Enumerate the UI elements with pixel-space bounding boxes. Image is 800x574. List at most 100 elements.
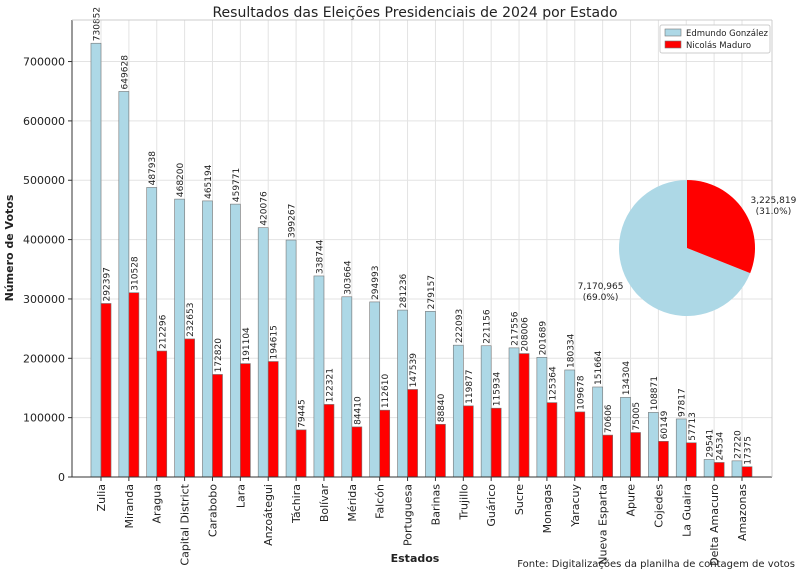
value-label: 201689	[538, 321, 548, 356]
legend-label: Nicolás Maduro	[686, 41, 751, 51]
bar	[480, 345, 492, 478]
value-label: 212296	[158, 314, 168, 349]
pie-label: 7,170,965 (69.0%)	[578, 282, 624, 303]
bar	[536, 356, 548, 478]
bar	[397, 309, 408, 478]
value-label: 281236	[399, 273, 409, 308]
bar	[713, 462, 725, 478]
value-label: 24534	[716, 432, 726, 461]
bar	[351, 426, 363, 478]
value-label: 29541	[706, 429, 716, 458]
bar	[146, 187, 158, 478]
x-tick-label: Monagas	[541, 484, 554, 534]
value-label: 115934	[493, 372, 503, 407]
x-tick-label: Capital District	[179, 483, 192, 565]
legend-swatch	[664, 40, 682, 49]
x-tick-label: Amazonas	[736, 484, 749, 541]
bar	[407, 389, 418, 478]
x-tick-label: Sucre	[513, 484, 526, 515]
x-tick-label: La Guaira	[680, 484, 693, 537]
bar	[435, 423, 446, 478]
value-label: 222093	[455, 309, 465, 343]
bar	[100, 303, 112, 478]
y-tick-label: 100000	[23, 412, 65, 425]
value-label: 125364	[548, 366, 558, 401]
x-axis-label: Estados	[391, 552, 440, 565]
x-tick-label: Guárico	[485, 484, 498, 527]
bar	[685, 442, 697, 478]
bar	[174, 198, 185, 478]
legend-label: Edmundo González	[686, 29, 769, 39]
value-label: 294993	[371, 266, 381, 300]
value-label: 79445	[298, 399, 308, 428]
value-label: 465194	[204, 164, 214, 199]
y-tick-label: 200000	[23, 352, 65, 365]
value-label: 70606	[604, 404, 614, 433]
bar	[731, 460, 743, 478]
pie-slice	[619, 180, 751, 316]
bar	[630, 432, 641, 478]
value-label: 88840	[437, 393, 447, 422]
value-label: 730852	[92, 7, 102, 41]
x-tick-label: Cojedes	[652, 484, 665, 528]
legend-box	[659, 24, 771, 54]
bar	[267, 361, 279, 478]
x-tick-label: Bolívar	[318, 484, 331, 523]
x-tick-label: Delta Amacuro	[708, 484, 721, 566]
bar	[602, 434, 613, 478]
value-label: 217556	[511, 311, 521, 346]
bar	[369, 301, 380, 478]
y-tick-label: 0	[58, 471, 65, 484]
x-tick-label: Nueva Esparta	[597, 484, 610, 565]
bar	[490, 407, 502, 478]
y-tick-label: 600000	[23, 115, 65, 128]
value-label: 97817	[678, 388, 688, 417]
bar	[240, 363, 251, 478]
value-label: 27220	[733, 430, 743, 459]
bar	[546, 402, 558, 478]
pie-label-line: (69.0%)	[583, 293, 619, 303]
pie-label-line: 7,170,965	[578, 282, 624, 292]
bar	[202, 200, 213, 478]
bar	[323, 404, 335, 478]
bar	[285, 239, 297, 478]
x-tick-label: Falcón	[374, 484, 387, 519]
bar	[574, 411, 586, 478]
bar	[592, 386, 603, 478]
legend-swatch	[664, 28, 682, 37]
y-axis-label: Número de Votos	[3, 194, 16, 301]
value-label: 292397	[103, 267, 113, 301]
pie-label-line: 3,225,819	[751, 196, 797, 206]
x-tick-label: Trujillo	[457, 484, 470, 521]
bar	[518, 353, 530, 478]
x-tick-label: Barinas	[429, 484, 442, 526]
bar	[118, 91, 130, 478]
value-label: 84410	[353, 396, 363, 425]
value-label: 75005	[632, 402, 642, 431]
value-label: 194615	[270, 325, 280, 359]
value-label: 208006	[521, 317, 531, 352]
x-tick-label: Yaracuy	[569, 484, 582, 528]
bar	[658, 441, 669, 478]
bar	[212, 374, 223, 478]
value-label: 459771	[232, 168, 242, 202]
value-label: 112610	[381, 374, 391, 409]
value-label: 172820	[214, 338, 224, 373]
x-tick-label: Miranda	[123, 484, 136, 529]
bar	[463, 405, 474, 478]
bar	[184, 338, 195, 478]
value-label: 17375	[744, 436, 754, 465]
value-label: 60149	[660, 410, 670, 439]
x-tick-label: Táchira	[290, 484, 303, 524]
value-label: 191104	[242, 327, 252, 362]
value-label: 109678	[576, 375, 586, 410]
value-label: 279157	[427, 275, 437, 309]
bar	[703, 459, 715, 478]
bar	[425, 311, 436, 478]
bar	[295, 429, 307, 478]
chart-title: Resultados das Eleições Presidenciais de…	[212, 5, 617, 21]
value-label: 147539	[409, 353, 419, 388]
value-label: 649628	[120, 55, 130, 90]
pie-label-line: (31.0%)	[756, 207, 792, 217]
